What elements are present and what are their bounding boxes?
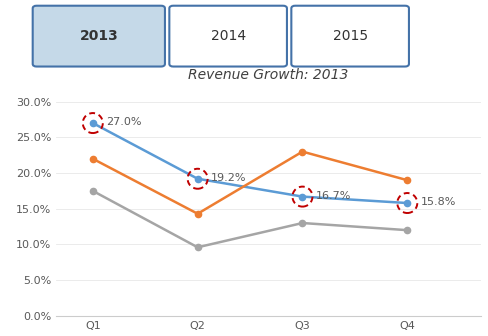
Text: 27.0%: 27.0% <box>106 117 142 127</box>
Text: 2013: 2013 <box>80 29 118 43</box>
Text: 19.2%: 19.2% <box>211 173 247 183</box>
Text: 16.7%: 16.7% <box>316 191 351 201</box>
Text: 2014: 2014 <box>211 29 245 43</box>
Text: 15.8%: 15.8% <box>421 197 456 207</box>
Title: Revenue Growth: 2013: Revenue Growth: 2013 <box>188 68 348 82</box>
Text: 2015: 2015 <box>333 29 367 43</box>
